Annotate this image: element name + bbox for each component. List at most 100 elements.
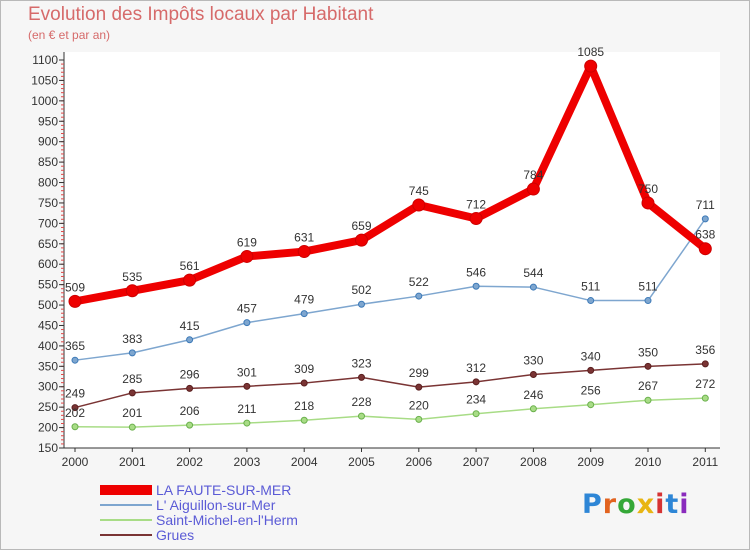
data-label: 330 [523, 353, 543, 367]
series-point [71, 423, 79, 431]
x-tick-label: 2000 [62, 455, 89, 469]
x-tick-label: 2006 [405, 455, 432, 469]
x-tick-label: 2008 [520, 455, 547, 469]
data-label: 457 [237, 302, 257, 316]
series-point [243, 319, 251, 327]
data-label: 1085 [577, 45, 604, 59]
legend-label: Grues [156, 527, 195, 543]
data-label: 267 [638, 379, 658, 393]
series-point [358, 412, 365, 420]
y-tick-label: 200 [38, 421, 58, 435]
x-tick-label: 2001 [119, 455, 146, 469]
logo-letter: i [679, 489, 690, 520]
legend-label: Saint-Michel-en-l'Herm [156, 512, 298, 528]
y-tick-label: 500 [38, 298, 58, 312]
data-labels-layer: 365 383 415 457 479 502 522 546 544 511 511 711 202 2… [65, 45, 716, 420]
proxiti-logo: Proxiti [582, 489, 690, 520]
series-point [240, 249, 254, 263]
series-point [584, 59, 598, 73]
series-point [644, 396, 652, 404]
data-label: 750 [638, 182, 658, 196]
data-label: 312 [466, 361, 486, 375]
series-point [186, 384, 194, 392]
series-point [529, 283, 537, 291]
series-point [125, 284, 139, 298]
y-tick-label: 850 [38, 155, 58, 169]
series-point [526, 182, 540, 196]
y-tick-label: 1050 [31, 73, 58, 87]
data-label: 544 [523, 266, 543, 280]
data-label: 561 [180, 259, 200, 273]
x-tick-label: 2003 [234, 455, 261, 469]
series-point [186, 421, 194, 429]
y-tick-label: 750 [38, 196, 58, 210]
series-point [128, 389, 136, 397]
series-point [415, 292, 423, 300]
data-label: 745 [409, 184, 429, 198]
legend-label: LA FAUTE-SUR-MER [156, 482, 292, 498]
data-label: 206 [180, 404, 200, 418]
data-label: 522 [409, 275, 429, 289]
legend-item: LA FAUTE-SUR-MER [100, 482, 360, 498]
series-point [300, 379, 308, 387]
legend: LA FAUTE-SUR-MER L' Aiguillon-sur-Mer Sain… [100, 482, 360, 543]
series-point [701, 360, 709, 368]
data-label: 296 [180, 367, 200, 381]
series-line-0 [71, 62, 710, 306]
x-tick-label: 2005 [348, 455, 375, 469]
series-point [698, 242, 712, 256]
series-line-1 [74, 218, 707, 361]
data-label: 711 [696, 198, 715, 212]
series-point [68, 294, 82, 308]
x-tick-label: 2009 [577, 455, 604, 469]
data-label: 249 [65, 387, 85, 401]
data-label: 535 [122, 270, 142, 284]
series-point [587, 401, 595, 409]
y-tick-label: 650 [38, 237, 58, 251]
logo-letter: r [602, 489, 618, 520]
series-point [412, 198, 426, 212]
y-tick-label: 150 [38, 441, 58, 455]
logo-letter: t [665, 489, 680, 520]
series-point [587, 366, 595, 374]
series-point [701, 215, 709, 223]
series-point [472, 282, 480, 290]
data-label: 256 [581, 384, 601, 398]
data-label: 383 [122, 332, 142, 346]
x-tick-label: 2002 [176, 455, 203, 469]
chart-title: Evolution des Impôts locaux par Habitant [28, 4, 374, 25]
series-point [128, 423, 136, 431]
chart-subtitle: (en € et par an) [28, 28, 111, 42]
x-tick-label: 2010 [635, 455, 662, 469]
data-label: 228 [351, 395, 371, 409]
data-label: 712 [466, 197, 486, 211]
y-tick-label: 450 [38, 318, 58, 332]
data-label: 246 [523, 388, 543, 402]
data-label: 220 [409, 398, 429, 412]
series-point [358, 300, 365, 308]
data-label: 309 [294, 362, 314, 376]
data-label: 479 [294, 293, 314, 307]
data-label: 631 [294, 231, 314, 245]
y-tick-label: 800 [38, 176, 58, 190]
series-point [529, 370, 537, 378]
y-tick-label: 550 [38, 278, 58, 292]
y-tick-label: 1000 [31, 94, 58, 108]
series-point [701, 394, 709, 402]
series-point [587, 297, 595, 305]
series-point [71, 404, 79, 412]
series-point [472, 410, 480, 418]
logo-letter: i [655, 489, 666, 520]
data-label: 350 [638, 345, 658, 359]
data-label: 340 [581, 349, 601, 363]
legend-swatch [100, 519, 152, 521]
logo-letter: P [582, 489, 603, 520]
series-point [300, 416, 308, 424]
data-label: 659 [351, 219, 371, 233]
series-point [644, 297, 652, 305]
series-point [243, 419, 251, 427]
y-tick-label: 700 [38, 216, 58, 230]
y-tick-label: 900 [38, 135, 58, 149]
series-point [71, 356, 79, 364]
